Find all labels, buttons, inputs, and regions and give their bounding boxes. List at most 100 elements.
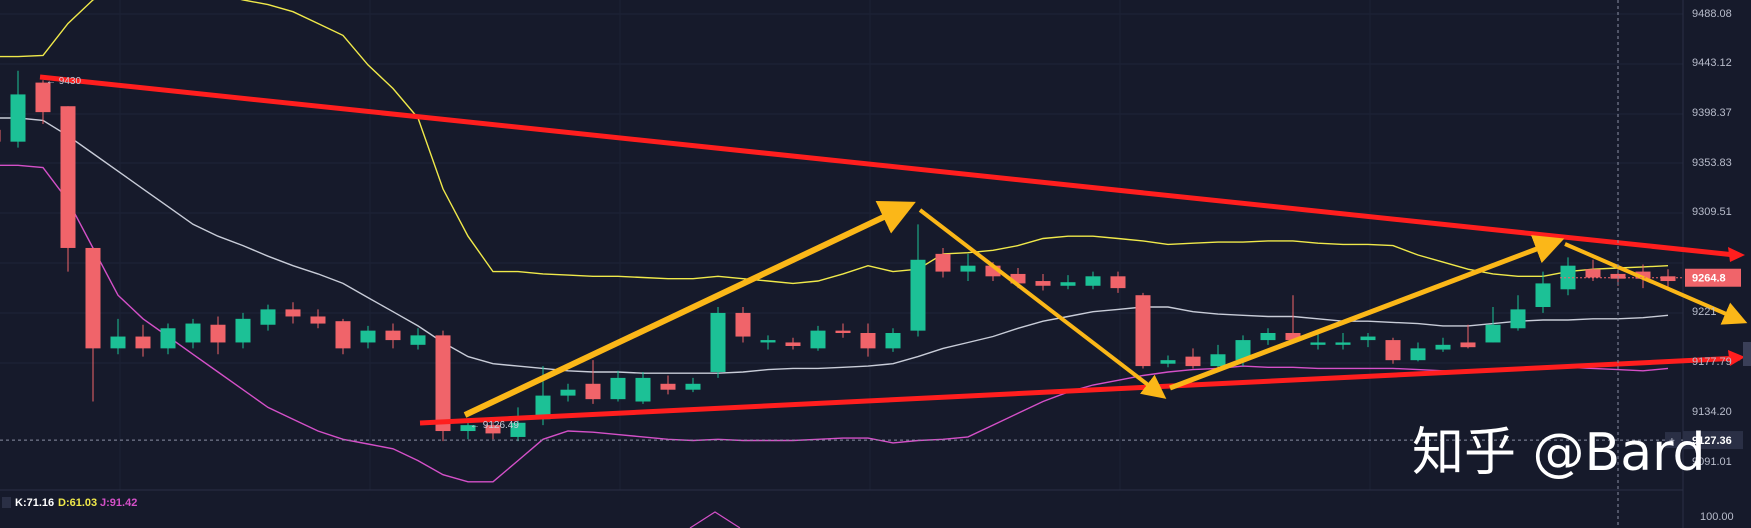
crosshair-price-label: 9127.36: [1692, 435, 1732, 447]
boll-mid-line: [0, 117, 1669, 374]
candle-body: [1035, 281, 1051, 286]
candle-body: [1285, 333, 1301, 341]
plus-icon: +: [1669, 436, 1675, 447]
candles-group: [0, 70, 1676, 442]
candle: [235, 312, 251, 349]
candle: [635, 371, 651, 404]
candle: [960, 253, 976, 282]
candle: [110, 318, 126, 355]
candle: [1260, 328, 1276, 345]
candle: [285, 302, 301, 324]
direction-arrow: [918, 208, 1167, 399]
candle-body: [1135, 295, 1151, 367]
candle-body: [685, 383, 701, 390]
candle: [785, 337, 801, 350]
candle: [735, 307, 751, 343]
candle-body: [310, 316, 326, 324]
candle: [1435, 337, 1451, 352]
y-axis-tick: 9353.83: [1692, 157, 1732, 169]
candle-body: [210, 324, 226, 343]
y-axis-tick: 9134.20: [1692, 406, 1732, 418]
y-axis-tick: 9091.01: [1692, 456, 1732, 468]
candle-body: [0, 129, 1, 142]
candle-body: [1535, 283, 1551, 308]
candle: [1285, 295, 1301, 343]
markers: ← 9430 ← 9126.49: [46, 76, 519, 431]
candle: [660, 375, 676, 395]
candle: [160, 323, 176, 355]
candle-body: [1260, 333, 1276, 341]
candle: [835, 323, 851, 338]
collapse-icon[interactable]: [2, 497, 11, 508]
candle: [1210, 344, 1226, 369]
candle: [135, 324, 151, 357]
candle-body: [1410, 348, 1426, 361]
candle-body: [1460, 342, 1476, 348]
price-axis[interactable]: 9488.08 9443.12 9398.37 9353.83 9309.51 9221 9…: [1692, 8, 1732, 468]
candle: [1135, 292, 1151, 369]
candle-body: [1010, 273, 1026, 284]
y-axis-tick: 9177.79: [1692, 356, 1732, 368]
candle: [585, 360, 601, 404]
candle-body: [1385, 340, 1401, 361]
candle: [1385, 337, 1401, 364]
candle-body: [960, 265, 976, 272]
direction-arrow: [463, 200, 916, 418]
candle-body: [785, 342, 801, 346]
candle: [10, 70, 26, 148]
resistance-trend-line: [39, 74, 1736, 258]
candle-body: [235, 318, 251, 343]
lower-pane-tick: 100.00: [1700, 511, 1734, 523]
candle: [1110, 271, 1126, 293]
kdj-legend: K:71.16 D:61.03 J:91.42: [2, 497, 137, 509]
high-price-marker: ← 9430: [46, 76, 81, 87]
candle-body: [535, 395, 551, 420]
candle: [860, 323, 876, 357]
candle-body: [660, 383, 676, 390]
y-axis-tick: 9398.37: [1692, 107, 1732, 119]
candle: [1510, 295, 1526, 331]
candle-body: [885, 333, 901, 349]
candle: [910, 224, 926, 337]
candle: [1160, 355, 1176, 368]
candle-body: [735, 312, 751, 337]
candle-body: [1335, 342, 1351, 345]
candle-body: [1110, 276, 1126, 289]
candle-body: [260, 309, 276, 325]
candle-body: [635, 377, 651, 402]
candle-body: [760, 340, 776, 343]
candle-body: [135, 336, 151, 349]
candle: [85, 247, 101, 402]
boll-upper-line: [0, 0, 1669, 285]
candle-body: [585, 383, 601, 400]
candle-body: [1060, 282, 1076, 286]
candle: [35, 80, 51, 124]
low-price-marker: ← 9126.49: [470, 420, 519, 431]
current-price-box: 9264.8: [1685, 268, 1741, 287]
candle-body: [935, 253, 951, 272]
kdj-j-line: [689, 511, 741, 528]
candle-body: [835, 330, 851, 334]
candle: [885, 328, 901, 352]
candle: [760, 335, 776, 350]
candle: [1185, 348, 1201, 369]
candle: [0, 129, 1, 142]
candle: [560, 383, 576, 402]
candle: [185, 318, 201, 349]
candle-body: [860, 333, 876, 349]
candle: [1360, 333, 1376, 348]
candle-body: [435, 335, 451, 432]
candle: [1085, 271, 1101, 290]
crosshair-plus-button[interactable]: [1665, 432, 1681, 449]
direction-arrow: [1169, 235, 1565, 391]
candle: [210, 316, 226, 355]
axis-handle[interactable]: [1743, 342, 1751, 366]
candle-body: [85, 247, 101, 349]
candle: [1485, 307, 1501, 343]
candle-body: [335, 321, 351, 349]
boll-lower-line: [0, 164, 1669, 483]
kdj-d-value: D:61.03: [58, 497, 97, 509]
candle-body: [1160, 360, 1176, 364]
